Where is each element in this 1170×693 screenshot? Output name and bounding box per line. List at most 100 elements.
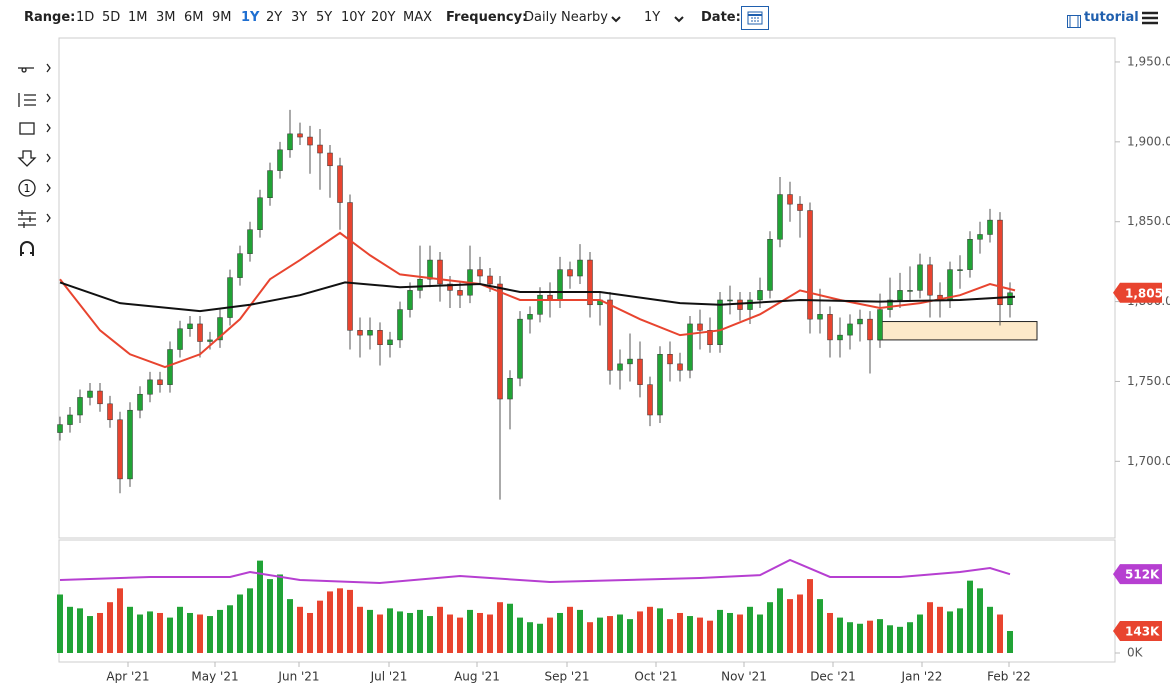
candle-body (627, 358, 633, 365)
candle-body (587, 259, 593, 306)
candle-body (207, 339, 213, 342)
toolbar-item[interactable]: 10Y (341, 10, 366, 25)
candle-body (677, 363, 683, 371)
volume-bar (607, 616, 613, 653)
volume-bar (457, 617, 463, 653)
tool-badge: 1 (24, 182, 31, 195)
toolbar-item[interactable]: tutorial (1084, 10, 1139, 25)
toolbar-item[interactable]: 1Y (241, 10, 260, 25)
volume-bar (937, 606, 943, 653)
candle-body (307, 136, 313, 146)
volume-bar (687, 616, 693, 653)
toolbar-item[interactable]: 6M (184, 10, 204, 25)
candle-body (397, 309, 403, 341)
fib-tool[interactable] (18, 93, 36, 107)
volume-bar (397, 611, 403, 653)
x-tick-label: Apr '21 (106, 670, 149, 684)
arrow-tool[interactable] (17, 150, 37, 167)
line-tool[interactable] (18, 67, 34, 73)
candle-body (647, 384, 653, 416)
volume-bar (127, 606, 133, 653)
toolbar-item[interactable]: 1M (128, 10, 148, 25)
magnet-tool[interactable] (20, 241, 34, 256)
volume-bar (997, 614, 1003, 653)
date-picker[interactable] (741, 6, 769, 30)
candle-body (837, 334, 843, 341)
chevron[interactable] (610, 15, 622, 25)
toolbar-item: Date: (701, 10, 741, 25)
toolbar-item[interactable]: 5Y (316, 10, 333, 25)
toolbar-item: Range: (24, 10, 76, 25)
candle-body (117, 419, 123, 480)
volume-bar (497, 602, 503, 653)
candle-body (187, 323, 193, 329)
candle-body (327, 152, 333, 167)
volume-bar (647, 606, 653, 653)
volume-bar (747, 606, 753, 653)
candle-body (897, 290, 903, 301)
volume-bar (157, 612, 163, 653)
volume-bar (957, 608, 963, 653)
volume-bar (107, 602, 113, 653)
measure-tool[interactable] (18, 210, 36, 228)
candle-body (977, 234, 983, 240)
toolbar-item: Frequency: (446, 10, 528, 25)
chevron[interactable] (673, 15, 685, 25)
toolbar-item[interactable]: 9M (212, 10, 232, 25)
candle-body (377, 330, 383, 345)
volume-bar (307, 612, 313, 653)
candle-body (107, 403, 113, 421)
volume-bar (187, 612, 193, 653)
volume-bar (117, 588, 123, 653)
candle-body (57, 424, 63, 433)
volume-bar (667, 619, 673, 653)
volume-bar (917, 614, 923, 653)
candle-body (907, 290, 913, 292)
toolbar-item[interactable]: 5D (102, 10, 121, 25)
note-tool[interactable] (18, 179, 36, 197)
candle-body (747, 299, 753, 310)
menu-icon[interactable] (1142, 11, 1158, 25)
volume-bar (867, 620, 873, 653)
candle-body (157, 379, 163, 385)
toolbar-item[interactable]: 3Y (291, 10, 308, 25)
x-tick-label: Oct '21 (634, 670, 677, 684)
volume-bar (487, 614, 493, 653)
candle-body (727, 299, 733, 302)
toolbar-item[interactable]: 3M (156, 10, 176, 25)
volume-bar (677, 612, 683, 653)
volume-bar (237, 594, 243, 653)
volume-bar (77, 608, 83, 653)
candle-body (77, 397, 83, 416)
volume-bar (817, 599, 823, 653)
toolbar-item[interactable]: 20Y (371, 10, 396, 25)
candle-body (367, 330, 373, 336)
candle-body (417, 278, 423, 291)
value-tag-label: 512K (1125, 568, 1160, 582)
candle-body (567, 269, 573, 277)
volume-bar (827, 612, 833, 653)
candle-body (957, 269, 963, 271)
x-tick-label: Jul '21 (370, 670, 408, 684)
candle-body (247, 229, 253, 254)
toolbar-item[interactable]: 1Y (644, 10, 661, 25)
candle-body (687, 323, 693, 371)
candle-body (137, 393, 143, 411)
toolbar-item[interactable]: MAX (403, 10, 433, 25)
volume-bar (327, 591, 333, 653)
volume-bar (897, 626, 903, 653)
candle-body (707, 330, 713, 345)
toolbar-item[interactable]: Daily Nearby (524, 10, 609, 25)
toolbar-item[interactable]: 1D (76, 10, 95, 25)
rect-tool[interactable] (19, 122, 35, 135)
candle-body (917, 264, 923, 291)
volume-bar (807, 579, 813, 653)
volume-bar (657, 608, 663, 653)
candle-body (457, 290, 463, 296)
toolbar-item[interactable]: 2Y (266, 10, 283, 25)
candle-body (767, 239, 773, 291)
candle-body (497, 283, 503, 400)
y-tick-label: 1,950.0 (1127, 54, 1170, 68)
tutorial-icon[interactable] (1067, 15, 1081, 28)
